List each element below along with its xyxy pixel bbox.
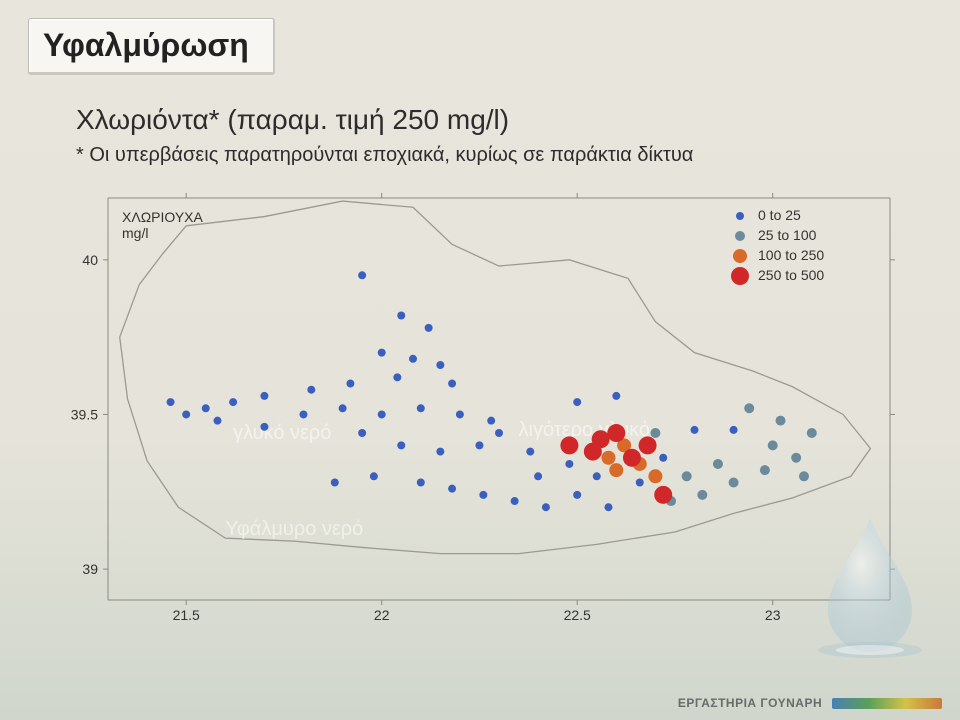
brand-footer: ΕΡΓΑΣΤΗΡΙΑ ΓΟΥΝΑΡΗ [678, 696, 942, 710]
data-point [346, 380, 354, 388]
data-point [534, 472, 542, 480]
data-point [436, 448, 444, 456]
data-point [730, 426, 738, 434]
data-point [744, 403, 754, 413]
svg-text:22.5: 22.5 [564, 607, 591, 623]
data-point [526, 448, 534, 456]
data-point [713, 459, 723, 469]
data-point [593, 472, 601, 480]
svg-text:100 to 250: 100 to 250 [758, 247, 824, 263]
svg-text:39: 39 [82, 561, 98, 577]
data-point [573, 398, 581, 406]
data-point [378, 410, 386, 418]
svg-text:Υφάλμυρο νερό: Υφάλμυρο νερό [225, 518, 363, 540]
data-point [260, 392, 268, 400]
data-point [604, 503, 612, 511]
svg-text:λιγότερο γλυκό: λιγότερο γλυκό [519, 419, 651, 441]
data-point [307, 386, 315, 394]
data-point [659, 454, 667, 462]
data-point [565, 460, 573, 468]
data-point [260, 423, 268, 431]
data-point [456, 410, 464, 418]
map-chart: 40 39.5 39 21.5 22 22.5 23 γλυκό νερό λιγότερο γ… [60, 190, 900, 630]
data-point [612, 392, 620, 400]
data-point [397, 441, 405, 449]
data-point [799, 471, 809, 481]
data-point [370, 472, 378, 480]
data-point [542, 503, 550, 511]
data-point [573, 491, 581, 499]
data-point [331, 478, 339, 486]
data-point [339, 404, 347, 412]
data-point [791, 453, 801, 463]
data-point [768, 440, 778, 450]
data-point [358, 429, 366, 437]
data-point [417, 478, 425, 486]
svg-text:21.5: 21.5 [173, 607, 200, 623]
data-point [682, 471, 692, 481]
data-point [425, 324, 433, 332]
svg-text:23: 23 [765, 607, 781, 623]
data-point [393, 373, 401, 381]
brand-text: ΕΡΓΑΣΤΗΡΙΑ ΓΟΥΝΑΡΗ [678, 696, 822, 710]
svg-text:39.5: 39.5 [71, 406, 98, 422]
svg-text:250 to 500: 250 to 500 [758, 267, 824, 283]
data-point [654, 486, 672, 504]
data-point [213, 417, 221, 425]
data-point [229, 398, 237, 406]
data-point [760, 465, 770, 475]
svg-text:γλυκό νερό: γλυκό νερό [233, 422, 331, 444]
data-point [609, 463, 623, 477]
subtitle: Χλωριόντα* (παραμ. τιμή 250 mg/l) [76, 104, 509, 136]
data-point [300, 410, 308, 418]
svg-text:0 to 25: 0 to 25 [758, 207, 801, 223]
title-plaque: Υφαλμύρωση [28, 18, 275, 75]
data-point [358, 271, 366, 279]
data-point [202, 404, 210, 412]
data-point [409, 355, 417, 363]
data-point [417, 404, 425, 412]
data-point [607, 424, 625, 442]
data-point [495, 429, 503, 437]
data-point [691, 426, 699, 434]
data-point [479, 491, 487, 499]
footnote: * Οι υπερβάσεις παρατηρούνται εποχιακά, … [76, 144, 693, 167]
data-point [560, 436, 578, 454]
data-point [167, 398, 175, 406]
data-point [648, 469, 662, 483]
data-point [397, 312, 405, 320]
data-point [650, 428, 660, 438]
svg-text:25 to 100: 25 to 100 [758, 227, 817, 243]
brand-color-band [832, 698, 942, 709]
data-point [436, 361, 444, 369]
data-point [729, 477, 739, 487]
data-point [776, 416, 786, 426]
data-point [636, 478, 644, 486]
data-point [592, 430, 610, 448]
data-point [448, 380, 456, 388]
svg-text:mg/l: mg/l [122, 225, 148, 241]
svg-text:ΧΛΩΡΙΟΥΧΑ: ΧΛΩΡΙΟΥΧΑ [122, 209, 203, 225]
data-point [697, 490, 707, 500]
data-point [623, 449, 641, 467]
data-point [511, 497, 519, 505]
page-title: Υφαλμύρωση [43, 27, 249, 63]
svg-text:22: 22 [374, 607, 390, 623]
data-point [639, 436, 657, 454]
data-point [807, 428, 817, 438]
data-point [378, 349, 386, 357]
data-point [448, 485, 456, 493]
data-point [487, 417, 495, 425]
svg-text:40: 40 [82, 252, 98, 268]
data-point [182, 410, 190, 418]
data-point [601, 451, 615, 465]
data-point [475, 441, 483, 449]
